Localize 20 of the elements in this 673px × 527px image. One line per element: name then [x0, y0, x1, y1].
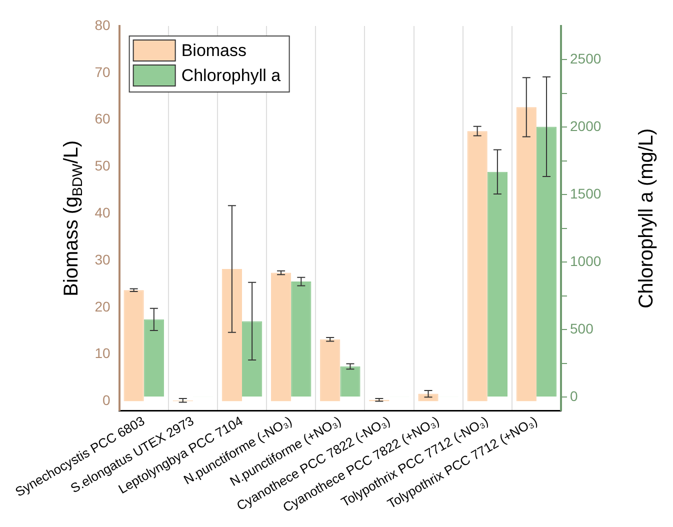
- y-tick-label: 30: [94, 251, 111, 268]
- y-tick-label: 50: [94, 158, 111, 174]
- y-axis-title: Biomass (gBDW/L): [60, 140, 85, 296]
- y-tick-label: 70: [94, 64, 111, 80]
- y-tick-label: 80: [94, 16, 111, 33]
- y2-tick-label: 1000: [570, 253, 602, 270]
- y2-axis-title: Chlorophyll a (mg/L): [636, 128, 658, 308]
- y2-tick-label: 0: [570, 388, 578, 404]
- y2-tick-label: 2500: [570, 50, 602, 67]
- y-tick-label: 10: [94, 345, 111, 362]
- y2-tick-label: 500: [570, 320, 594, 337]
- y-tick-label: 0: [102, 392, 111, 408]
- bar: [320, 339, 340, 402]
- y2-tick-label: 1500: [570, 186, 602, 202]
- legend-label: Chlorophyll a: [181, 66, 282, 86]
- y2-tick-label: 2000: [570, 118, 602, 134]
- legend-label: Biomass: [181, 41, 247, 60]
- y-tick-label: 60: [94, 110, 111, 127]
- y-tick-label: 20: [94, 298, 111, 314]
- y-tick-label: 40: [94, 204, 111, 221]
